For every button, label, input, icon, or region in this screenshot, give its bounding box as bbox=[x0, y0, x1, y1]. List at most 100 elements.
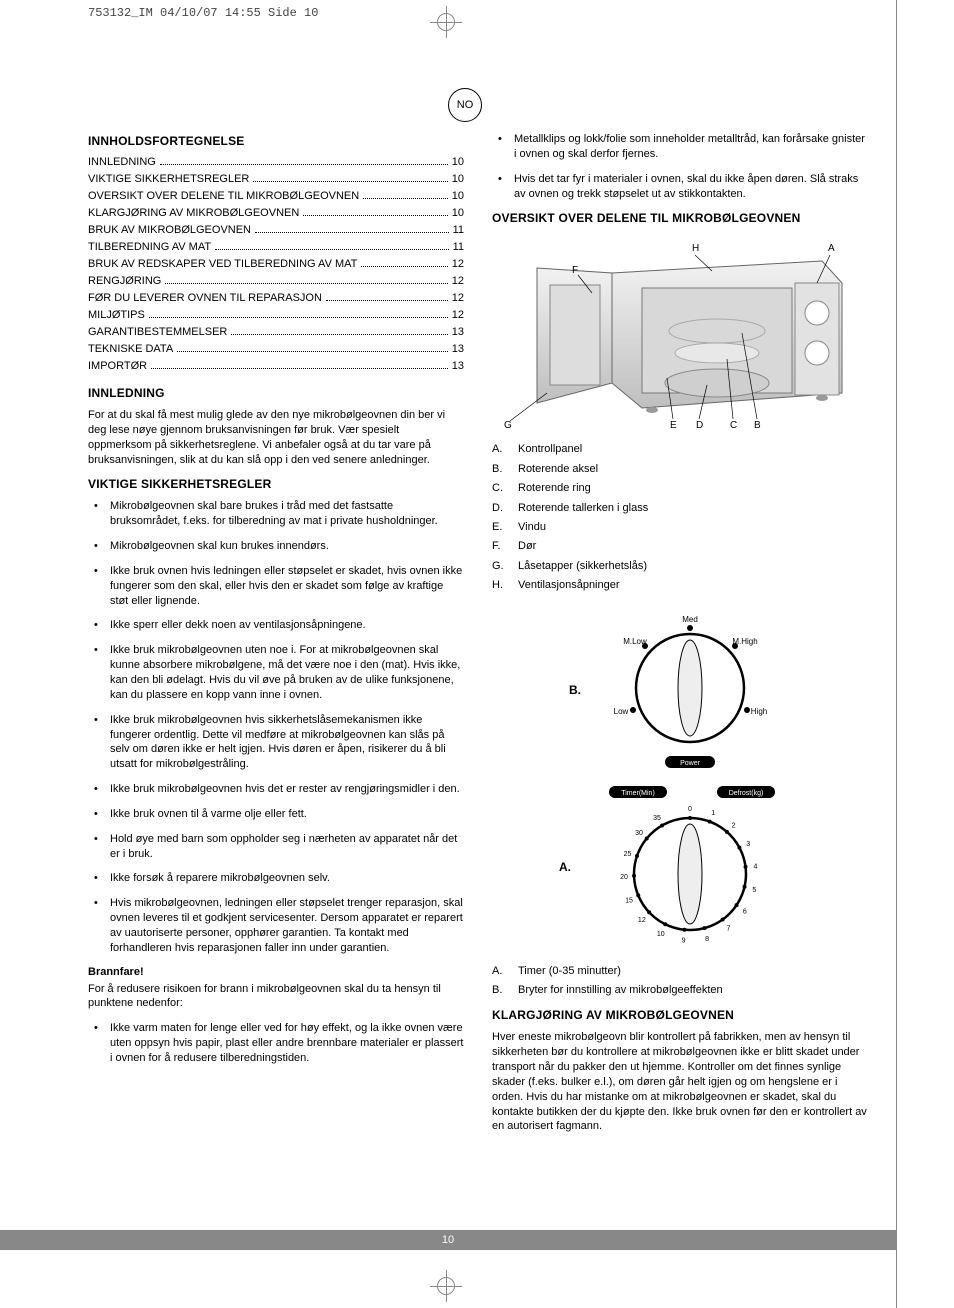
list-item: A.Timer (0-35 minutter) bbox=[492, 964, 868, 979]
crop-line bbox=[896, 0, 897, 1308]
toc-item-page: 13 bbox=[452, 326, 464, 338]
toc-item-page: 10 bbox=[452, 207, 464, 219]
list-item: H.Ventilasjonsåpninger bbox=[492, 578, 868, 593]
list-item: Ikke forsøk å reparere mikrobølgeovnen s… bbox=[88, 871, 464, 886]
fire-continued-list: Metallklips og lokk/folie som inneholder… bbox=[492, 132, 868, 201]
list-item: E.Vindu bbox=[492, 520, 868, 535]
svg-text:20: 20 bbox=[620, 874, 628, 881]
svg-text:D: D bbox=[696, 420, 703, 431]
prep-heading: KLARGJØRING AV MIKROBØLGEOVNEN bbox=[492, 1008, 868, 1022]
svg-text:G: G bbox=[504, 420, 512, 431]
svg-text:12: 12 bbox=[638, 917, 646, 924]
svg-text:Med: Med bbox=[682, 615, 698, 624]
svg-text:Defrost(kg): Defrost(kg) bbox=[729, 790, 764, 797]
list-item: B.Bryter for innstilling av mikrobølgeef… bbox=[492, 983, 868, 998]
list-item: B.Roterende aksel bbox=[492, 462, 868, 477]
toc-item-text: KLARGJØRING AV MIKROBØLGEOVNEN bbox=[88, 207, 299, 219]
crop-target-top bbox=[430, 6, 462, 38]
dial-b-label: B. bbox=[569, 683, 587, 697]
toc-item-page: 12 bbox=[452, 292, 464, 304]
svg-text:4: 4 bbox=[753, 863, 757, 870]
list-item: Ikke bruk mikrobølgeovnen uten noe i. Fo… bbox=[88, 643, 464, 702]
toc-item-text: FØR DU LEVERER OVNEN TIL REPARASJON bbox=[88, 292, 322, 304]
list-item: Hvis det tar fyr i materialer i ovnen, s… bbox=[492, 172, 868, 202]
svg-text:3: 3 bbox=[746, 840, 750, 847]
safety-list: Mikrobølgeovnen skal bare brukes i tråd … bbox=[88, 499, 464, 955]
control-dials-diagram: B. Med M.Low M.High Low High Power bbox=[492, 604, 852, 958]
svg-text:Power: Power bbox=[680, 760, 701, 767]
list-item: D.Roterende tallerken i glass bbox=[492, 501, 868, 516]
list-item: Ikke bruk ovnen til å varme olje eller f… bbox=[88, 807, 464, 822]
list-item: Metallklips og lokk/folie som inneholder… bbox=[492, 132, 868, 162]
list-item: Ikke bruk mikrobølgeovnen hvis sikkerhet… bbox=[88, 713, 464, 772]
svg-text:F: F bbox=[572, 265, 578, 276]
toc-item-page: 10 bbox=[452, 156, 464, 168]
toc-item-text: IMPORTØR bbox=[88, 360, 147, 372]
intro-heading: INNLEDNING bbox=[88, 386, 464, 400]
toc-row: TEKNISKE DATA 13 bbox=[88, 343, 464, 355]
svg-text:5: 5 bbox=[752, 886, 756, 893]
toc-row: MILJØTIPS 12 bbox=[88, 309, 464, 321]
list-item: Ikke varm maten for lenge eller ved for … bbox=[88, 1021, 464, 1066]
parts-list: A.KontrollpanelB.Roterende akselC.Rotere… bbox=[492, 442, 868, 593]
svg-text:1: 1 bbox=[711, 810, 715, 817]
toc-item-page: 10 bbox=[452, 190, 464, 202]
fire-heading: Brannfare! bbox=[88, 966, 464, 978]
svg-text:H: H bbox=[692, 243, 699, 254]
toc-item-page: 12 bbox=[452, 258, 464, 270]
svg-text:25: 25 bbox=[624, 850, 632, 857]
toc-item-text: TILBEREDNING AV MAT bbox=[88, 241, 211, 253]
microwave-diagram: H A F G E D C B bbox=[492, 233, 852, 436]
svg-text:8: 8 bbox=[705, 935, 709, 942]
toc-row: RENGJØRING 12 bbox=[88, 275, 464, 287]
left-column: INNHOLDSFORTEGNELSE INNLEDNING 10VIKTIGE… bbox=[88, 128, 464, 1144]
toc-item-text: TEKNISKE DATA bbox=[88, 343, 173, 355]
svg-text:B: B bbox=[754, 420, 761, 431]
svg-text:High: High bbox=[751, 707, 767, 716]
toc-item-page: 13 bbox=[452, 343, 464, 355]
svg-text:2: 2 bbox=[732, 822, 736, 829]
list-item: A.Kontrollpanel bbox=[492, 442, 868, 457]
svg-text:C: C bbox=[730, 420, 737, 431]
toc-row: INNLEDNING 10 bbox=[88, 156, 464, 168]
toc-item-text: RENGJØRING bbox=[88, 275, 161, 287]
toc-row: VIKTIGE SIKKERHETSREGLER 10 bbox=[88, 173, 464, 185]
toc-item-page: 11 bbox=[453, 241, 464, 253]
toc-item-page: 10 bbox=[452, 173, 464, 185]
svg-text:35: 35 bbox=[653, 814, 661, 821]
list-item: Hvis mikrobølgeovnen, ledningen eller st… bbox=[88, 896, 464, 955]
toc-row: KLARGJØRING AV MIKROBØLGEOVNEN 10 bbox=[88, 207, 464, 219]
toc-heading: INNHOLDSFORTEGNELSE bbox=[88, 134, 464, 148]
toc-row: BRUK AV MIKROBØLGEOVNEN 11 bbox=[88, 224, 464, 236]
print-header: 753132_IM 04/10/07 14:55 Side 10 bbox=[88, 6, 318, 20]
safety-heading: VIKTIGE SIKKERHETSREGLER bbox=[88, 477, 464, 491]
toc-row: IMPORTØR 13 bbox=[88, 360, 464, 372]
toc-item-text: BRUK AV MIKROBØLGEOVNEN bbox=[88, 224, 251, 236]
svg-text:Low: Low bbox=[614, 707, 629, 716]
toc-item-text: INNLEDNING bbox=[88, 156, 156, 168]
intro-text: For at du skal få mest mulig glede av de… bbox=[88, 408, 464, 467]
toc-item-page: 11 bbox=[453, 224, 464, 236]
toc-row: FØR DU LEVERER OVNEN TIL REPARASJON 12 bbox=[88, 292, 464, 304]
svg-text:30: 30 bbox=[635, 830, 643, 837]
svg-text:10: 10 bbox=[657, 931, 665, 938]
svg-text:15: 15 bbox=[625, 897, 633, 904]
list-item: Ikke bruk ovnen hvis ledningen eller stø… bbox=[88, 564, 464, 609]
svg-text:6: 6 bbox=[743, 908, 747, 915]
crop-target-bottom bbox=[430, 1270, 462, 1302]
overview-heading: OVERSIKT OVER DELENE TIL MIKROBØLGEOVNEN bbox=[492, 211, 868, 225]
toc-item-text: GARANTIBESTEMMELSER bbox=[88, 326, 227, 338]
toc-item-page: 12 bbox=[452, 275, 464, 287]
toc-list: INNLEDNING 10VIKTIGE SIKKERHETSREGLER 10… bbox=[88, 156, 464, 372]
right-column: Metallklips og lokk/folie som inneholder… bbox=[492, 128, 868, 1144]
prep-text: Hver eneste mikrobølgeovn blir kontrolle… bbox=[492, 1030, 868, 1134]
svg-text:Timer(Min): Timer(Min) bbox=[621, 790, 655, 797]
svg-text:0: 0 bbox=[688, 806, 692, 813]
toc-item-page: 12 bbox=[452, 309, 464, 321]
svg-text:7: 7 bbox=[726, 925, 730, 932]
dial-a-label: A. bbox=[559, 860, 577, 874]
toc-item-text: VIKTIGE SIKKERHETSREGLER bbox=[88, 173, 249, 185]
fire-intro: For å redusere risikoen for brann i mikr… bbox=[88, 982, 464, 1012]
svg-text:9: 9 bbox=[682, 937, 686, 944]
fire-list: Ikke varm maten for lenge eller ved for … bbox=[88, 1021, 464, 1066]
